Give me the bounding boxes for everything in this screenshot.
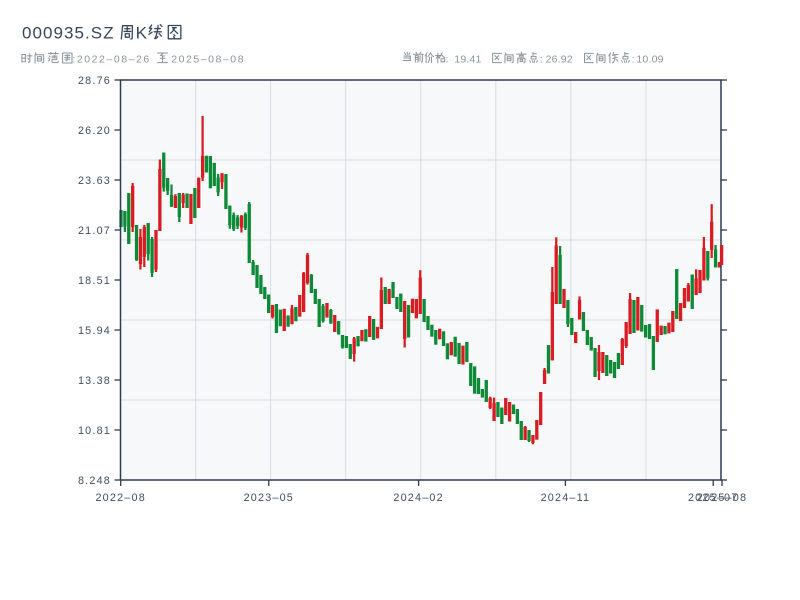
- svg-text:15.94: 15.94: [78, 325, 111, 337]
- svg-text:2022–08–26: 2022–08–26: [77, 53, 151, 65]
- svg-text:26.20: 26.20: [78, 125, 111, 137]
- svg-text:2025–07: 2025–07: [688, 492, 738, 504]
- svg-text:000935.SZ: 000935.SZ: [22, 24, 115, 43]
- svg-text:23.63: 23.63: [78, 175, 111, 187]
- svg-text:10.81: 10.81: [78, 425, 111, 437]
- svg-text:10.09: 10.09: [636, 53, 663, 65]
- svg-text::: :: [540, 53, 543, 65]
- svg-text:19.41: 19.41: [454, 53, 481, 65]
- svg-text:18.51: 18.51: [78, 275, 111, 287]
- svg-text:8.248: 8.248: [78, 475, 111, 487]
- svg-text:26.92: 26.92: [546, 53, 573, 65]
- svg-text:2022–08: 2022–08: [95, 492, 145, 504]
- svg-text::: :: [446, 53, 449, 65]
- svg-text::: :: [72, 53, 75, 65]
- svg-text:13.38: 13.38: [78, 375, 111, 387]
- svg-text:28.76: 28.76: [78, 75, 111, 87]
- svg-text:21.07: 21.07: [78, 225, 111, 237]
- svg-text:2024–02: 2024–02: [393, 492, 443, 504]
- svg-text:2023–05: 2023–05: [244, 492, 294, 504]
- svg-text:2025–08–08: 2025–08–08: [171, 53, 245, 65]
- svg-text::: :: [632, 53, 635, 65]
- svg-text:K: K: [136, 24, 148, 43]
- svg-text:2025–08: 2025–08: [697, 492, 747, 504]
- svg-text:2024–11: 2024–11: [541, 492, 591, 504]
